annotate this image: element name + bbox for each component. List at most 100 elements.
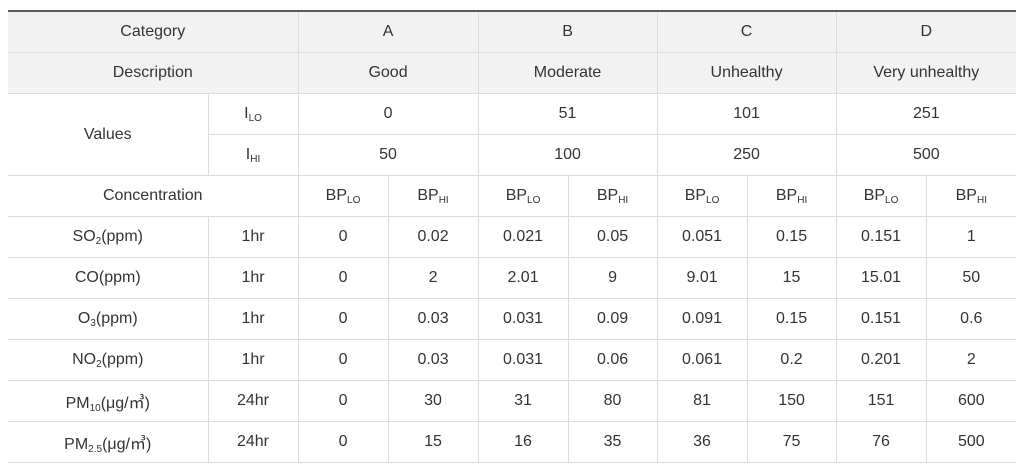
table-cell: 0	[297, 257, 389, 299]
pollutant-name: SO2(ppm)	[8, 216, 208, 258]
description-row: Description Good Moderate Unhealthy Very…	[8, 52, 1017, 94]
table-cell: 9	[567, 257, 658, 299]
pollutant-row-o3: O3(ppm) 1hr 0 0.03 0.031 0.09 0.091 0.15…	[8, 298, 1017, 340]
table-cell: 0.031	[477, 339, 569, 381]
pollutant-row-pm10: PM10(μg/㎥) 24hr 0 30 31 80 81 150 151 60…	[8, 380, 1017, 422]
concentration-row: Concentration BPLO BPHI BPLO BPHI BPLO B…	[8, 175, 1017, 217]
ihi-a: 50	[297, 134, 479, 176]
pollutant-row-no2: NO2(ppm) 1hr 0 0.03 0.031 0.06 0.061 0.2…	[8, 339, 1017, 381]
ihi-c: 250	[656, 134, 837, 176]
table-cell: 9.01	[656, 257, 748, 299]
ilo-b: 51	[477, 93, 658, 135]
table-cell: 2	[387, 257, 479, 299]
table-cell: 0.151	[835, 216, 927, 258]
description-b: Moderate	[477, 52, 658, 94]
table-cell: 2.01	[477, 257, 569, 299]
table-cell: 0.05	[567, 216, 658, 258]
pollutant-name: NO2(ppm)	[8, 339, 208, 381]
ilo-c: 101	[656, 93, 837, 135]
pollutant-name: CO(ppm)	[8, 257, 208, 299]
table-cell: 600	[925, 380, 1017, 422]
table-cell: 0.061	[656, 339, 748, 381]
table-cell: 15.01	[835, 257, 927, 299]
pollutant-row-co: CO(ppm) 1hr 0 2 2.01 9 9.01 15 15.01 50	[8, 257, 1017, 299]
description-label: Description	[8, 52, 299, 94]
ilo-a: 0	[297, 93, 479, 135]
table-cell: 15	[387, 421, 479, 463]
table-cell: 0.02	[387, 216, 479, 258]
ihi-b: 100	[477, 134, 658, 176]
bphi-header: BPHI	[746, 175, 837, 217]
table-cell: 0.031	[477, 298, 569, 340]
table-cell: 500	[925, 421, 1017, 463]
pollutant-row-so2: SO2(ppm) 1hr 0 0.02 0.021 0.05 0.051 0.1…	[8, 216, 1017, 258]
table-cell: 2	[925, 339, 1017, 381]
table-cell: 0	[297, 339, 389, 381]
category-b: B	[477, 10, 658, 53]
table-cell: 30	[387, 380, 479, 422]
table-cell: 0	[297, 380, 389, 422]
values-label: Values	[8, 93, 208, 176]
averaging-time: 1hr	[207, 298, 299, 340]
bphi-header: BPHI	[567, 175, 658, 217]
table-cell: 15	[746, 257, 837, 299]
table-cell: 150	[746, 380, 837, 422]
pollutant-name: PM10(μg/㎥)	[8, 380, 208, 422]
bplo-header: BPLO	[835, 175, 927, 217]
category-a: A	[297, 10, 479, 53]
ihi-row: IHI 50 100 250 500	[8, 134, 1017, 176]
table-cell: 0	[297, 421, 389, 463]
table-cell: 31	[477, 380, 569, 422]
pollutant-row-pm25: PM2.5(μg/㎥) 24hr 0 15 16 35 36 75 76 500	[8, 421, 1017, 463]
averaging-time: 1hr	[207, 216, 299, 258]
table-cell: 0.03	[387, 298, 479, 340]
table-cell: 75	[746, 421, 837, 463]
bphi-header: BPHI	[387, 175, 479, 217]
concentration-label: Concentration	[8, 175, 299, 217]
table-cell: 0	[297, 216, 389, 258]
table-cell: 0.021	[477, 216, 569, 258]
table-cell: 76	[835, 421, 927, 463]
bplo-header: BPLO	[477, 175, 569, 217]
table-cell: 0.09	[567, 298, 658, 340]
averaging-time: 24hr	[207, 380, 299, 422]
description-a: Good	[297, 52, 479, 94]
pollutant-name: O3(ppm)	[8, 298, 208, 340]
table-cell: 0.2	[746, 339, 837, 381]
table-cell: 0.15	[746, 216, 837, 258]
ihi-d: 500	[835, 134, 1017, 176]
table-cell: 35	[567, 421, 658, 463]
category-row: Category A B C D	[8, 10, 1017, 53]
table-cell: 0.151	[835, 298, 927, 340]
table-cell: 16	[477, 421, 569, 463]
table-cell: 0.03	[387, 339, 479, 381]
ilo-d: 251	[835, 93, 1017, 135]
table-cell: 1	[925, 216, 1017, 258]
averaging-time: 24hr	[207, 421, 299, 463]
aqi-breakpoint-table: Category A B C D Description Good Modera…	[8, 10, 1017, 463]
bplo-header: BPLO	[656, 175, 748, 217]
description-d: Very unhealthy	[835, 52, 1017, 94]
table-cell: 80	[567, 380, 658, 422]
bplo-header: BPLO	[297, 175, 389, 217]
category-label: Category	[8, 10, 299, 53]
table-cell: 0.06	[567, 339, 658, 381]
table-cell: 0.6	[925, 298, 1017, 340]
aqi-table-container: Category A B C D Description Good Modera…	[8, 10, 1017, 463]
description-c: Unhealthy	[656, 52, 837, 94]
ihi-label: IHI	[207, 134, 299, 176]
averaging-time: 1hr	[207, 257, 299, 299]
ilo-row: Values ILO 0 51 101 251	[8, 93, 1017, 176]
averaging-time: 1hr	[207, 339, 299, 381]
table-cell: 0.201	[835, 339, 927, 381]
category-c: C	[656, 10, 837, 53]
table-cell: 0.15	[746, 298, 837, 340]
category-d: D	[835, 10, 1017, 53]
table-cell: 50	[925, 257, 1017, 299]
table-cell: 151	[835, 380, 927, 422]
table-cell: 36	[656, 421, 748, 463]
table-cell: 0	[297, 298, 389, 340]
table-cell: 0.091	[656, 298, 748, 340]
bphi-header: BPHI	[925, 175, 1017, 217]
pollutant-name: PM2.5(μg/㎥)	[8, 421, 208, 463]
